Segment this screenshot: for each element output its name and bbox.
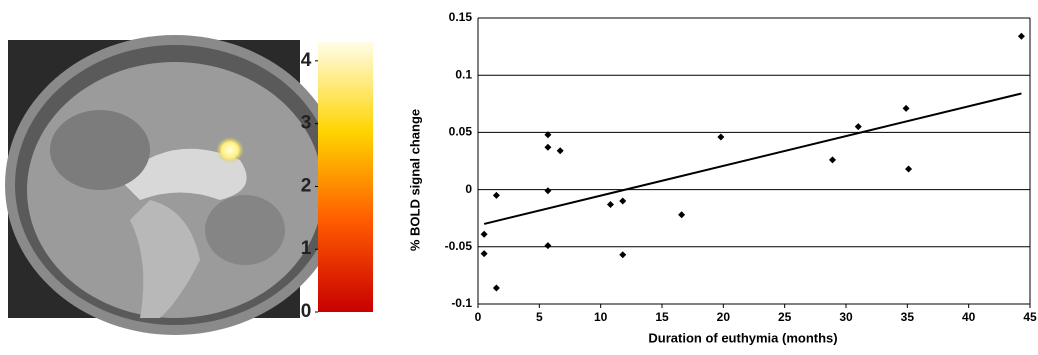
data-point bbox=[557, 147, 564, 154]
y-tick-label: 0.15 bbox=[449, 10, 473, 24]
brain-image bbox=[5, 35, 345, 335]
page: 0 1 2 3 4 % BOLD signal change Duration of e… bbox=[0, 0, 1038, 355]
y-tick-label: 0.1 bbox=[455, 67, 472, 81]
data-point bbox=[829, 156, 836, 163]
data-point bbox=[607, 201, 614, 208]
colorbar-gradient bbox=[318, 42, 373, 312]
x-tick-label: 0 bbox=[475, 310, 482, 324]
y-tick-label: -0.1 bbox=[451, 296, 472, 310]
y-axis-label: % BOLD signal change bbox=[407, 109, 422, 251]
x-tick-label: 35 bbox=[901, 310, 915, 324]
data-point bbox=[544, 242, 551, 249]
data-point bbox=[717, 133, 724, 140]
data-point bbox=[903, 105, 910, 112]
data-point bbox=[493, 192, 500, 199]
figure: 0 1 2 3 4 % BOLD signal change Duration of e… bbox=[0, 0, 1038, 350]
y-tick-label: -0.05 bbox=[445, 239, 473, 253]
data-point bbox=[678, 211, 685, 218]
x-tick-label: 25 bbox=[778, 310, 792, 324]
data-point bbox=[481, 231, 488, 238]
data-point bbox=[493, 284, 500, 291]
data-point bbox=[855, 123, 862, 130]
data-point bbox=[1018, 33, 1025, 40]
y-tick-label: 0 bbox=[465, 182, 472, 196]
colorbar-tick-label: 3 bbox=[301, 113, 312, 134]
data-point bbox=[544, 187, 551, 194]
data-point bbox=[619, 251, 626, 258]
x-axis-label: Duration of euthymia (months) bbox=[648, 330, 837, 345]
x-tick-label: 5 bbox=[536, 310, 543, 324]
y-tick-label: 0.05 bbox=[449, 125, 473, 139]
x-tick-label: 45 bbox=[1023, 310, 1037, 324]
colorbar-tick-label: 1 bbox=[301, 238, 312, 259]
colorbar-tick-label: 2 bbox=[301, 175, 312, 196]
data-point bbox=[619, 198, 626, 205]
x-tick-label: 40 bbox=[962, 310, 976, 324]
colorbar-tick-label: 0 bbox=[301, 301, 312, 322]
x-tick-label: 15 bbox=[655, 310, 669, 324]
scatter-plot: % BOLD signal change Duration of euthymi… bbox=[407, 10, 1037, 345]
data-point bbox=[905, 166, 912, 173]
data-point bbox=[544, 144, 551, 151]
x-tick-label: 10 bbox=[594, 310, 608, 324]
x-tick-label: 30 bbox=[839, 310, 853, 324]
x-tick-label: 20 bbox=[717, 310, 731, 324]
colorbar-tick-label: 4 bbox=[301, 50, 312, 71]
data-point bbox=[481, 250, 488, 257]
trend-line bbox=[484, 94, 1021, 224]
